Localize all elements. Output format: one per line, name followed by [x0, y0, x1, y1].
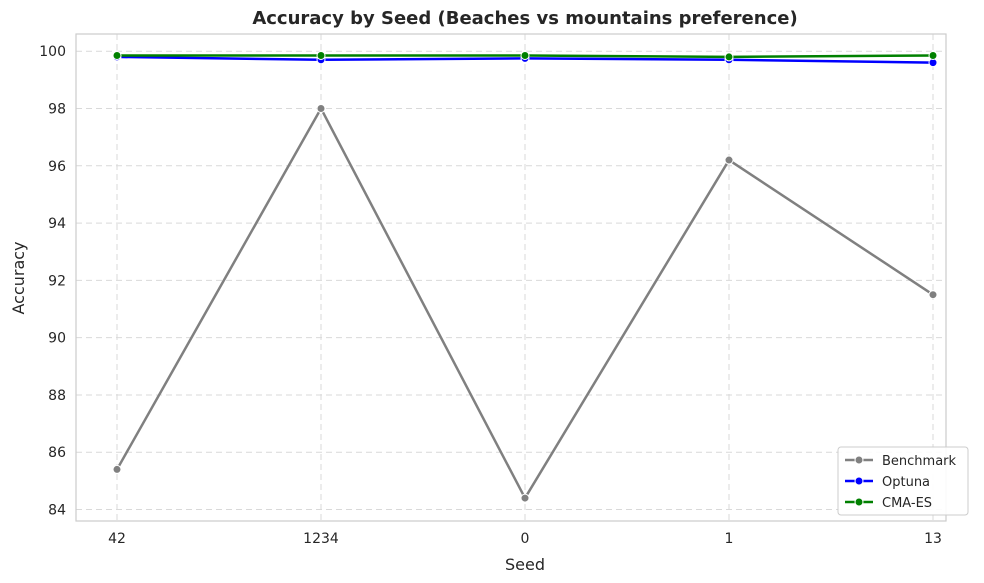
legend-marker	[854, 455, 864, 465]
legend-marker	[854, 476, 864, 486]
data-point-benchmark	[928, 290, 938, 300]
x-tick-label: 13	[924, 531, 942, 547]
grid-layer	[76, 34, 946, 521]
y-tick-label: 96	[48, 159, 66, 175]
y-tick-labels: 84 86 88 90 92 94 96 98 100	[39, 44, 66, 518]
series-layer	[112, 50, 938, 503]
y-tick-label: 86	[48, 445, 66, 461]
y-tick-label: 88	[48, 388, 66, 404]
y-tick-label: 100	[39, 44, 66, 60]
data-point-benchmark	[112, 464, 122, 474]
x-tick-label: 1234	[303, 531, 339, 547]
y-tick-label: 92	[48, 273, 66, 289]
data-point-benchmark	[316, 103, 326, 113]
x-tick-label: 42	[108, 531, 126, 547]
series-cma-es	[112, 50, 938, 62]
legend-label: Benchmark	[882, 454, 957, 469]
x-axis-label: Seed	[505, 555, 545, 574]
legend: Benchmark Optuna CMA-ES	[837, 446, 969, 516]
plot-frame	[75, 33, 947, 522]
legend-label: CMA-ES	[882, 496, 932, 511]
data-point-cma-es	[928, 50, 938, 60]
legend-box	[837, 446, 969, 516]
data-point-cma-es	[724, 52, 734, 62]
chart-title: Accuracy by Seed (Beaches vs mountains p…	[252, 8, 797, 29]
data-point-cma-es	[520, 50, 530, 60]
data-point-cma-es	[316, 50, 326, 60]
data-point-benchmark	[520, 493, 530, 503]
legend-item-benchmark: Benchmark	[845, 454, 957, 469]
data-point-benchmark	[724, 155, 734, 165]
legend-item-optuna: Optuna	[845, 475, 930, 490]
y-tick-label: 98	[48, 101, 66, 117]
data-point-cma-es	[112, 50, 122, 60]
y-tick-label: 84	[48, 503, 66, 519]
y-axis-label: Accuracy	[9, 241, 28, 314]
y-tick-label: 94	[48, 216, 66, 232]
legend-marker	[854, 497, 864, 507]
legend-label: Optuna	[882, 475, 930, 490]
x-tick-label: 1	[725, 531, 734, 547]
legend-item-cma-es: CMA-ES	[845, 496, 932, 511]
series-benchmark	[112, 103, 938, 503]
x-tick-label: 0	[521, 531, 530, 547]
y-tick-label: 90	[48, 331, 66, 347]
x-tick-labels: 42 1234 0 1 13	[108, 531, 942, 547]
